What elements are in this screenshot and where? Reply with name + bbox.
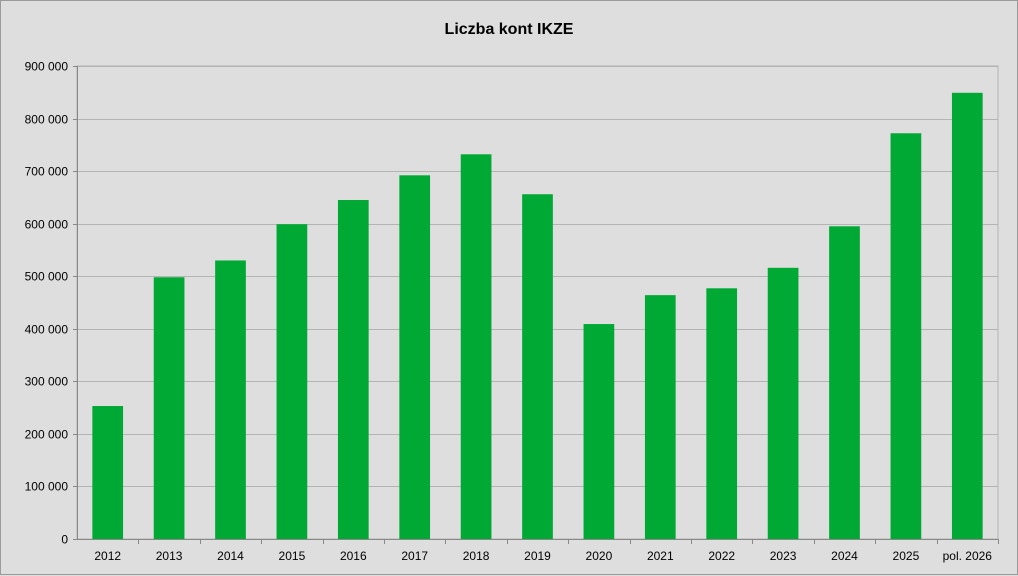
- bar: [460, 154, 492, 539]
- y-tick-label: 0: [61, 533, 68, 547]
- x-tick-label: 2020: [586, 549, 613, 563]
- x-tick-label: 2021: [647, 549, 674, 563]
- x-tick-label: 2016: [340, 549, 367, 563]
- bar: [215, 260, 246, 539]
- x-tick-label: 2022: [708, 549, 735, 563]
- bar: [276, 224, 308, 540]
- bar: [153, 277, 185, 539]
- x-tick-label: 2019: [524, 549, 551, 563]
- x-tick-label: 2018: [463, 549, 490, 563]
- x-tick-label: 2023: [770, 549, 797, 563]
- y-tick-label: 100 000: [25, 480, 69, 494]
- bar: [767, 267, 799, 539]
- bar: [583, 324, 615, 539]
- y-tick-label: 500 000: [25, 270, 69, 284]
- chart-title: Liczba kont IKZE: [444, 21, 574, 38]
- x-tick-label: 2025: [893, 549, 920, 563]
- bar: [337, 200, 369, 539]
- bar: [644, 295, 676, 539]
- bar: [951, 92, 983, 539]
- x-tick-label: pol. 2026: [943, 549, 993, 563]
- x-tick-label: 2017: [401, 549, 428, 563]
- y-tick-label: 200 000: [25, 428, 69, 442]
- bar: [522, 194, 553, 540]
- bar: [706, 288, 738, 539]
- bar: [92, 406, 124, 539]
- bar: [829, 226, 860, 540]
- x-tick-label: 2015: [279, 549, 306, 563]
- x-tick-label: 2024: [831, 549, 858, 563]
- bar: [890, 133, 922, 539]
- y-tick-label: 900 000: [25, 60, 69, 74]
- y-tick-label: 600 000: [25, 218, 69, 232]
- y-tick-label: 800 000: [25, 113, 69, 127]
- bar: [399, 175, 431, 539]
- x-tick-label: 2014: [217, 549, 244, 563]
- y-tick-label: 300 000: [25, 375, 69, 389]
- y-tick-label: 700 000: [25, 165, 69, 179]
- x-tick-label: 2012: [94, 549, 121, 563]
- y-tick-label: 400 000: [25, 323, 69, 337]
- x-tick-label: 2013: [156, 549, 183, 563]
